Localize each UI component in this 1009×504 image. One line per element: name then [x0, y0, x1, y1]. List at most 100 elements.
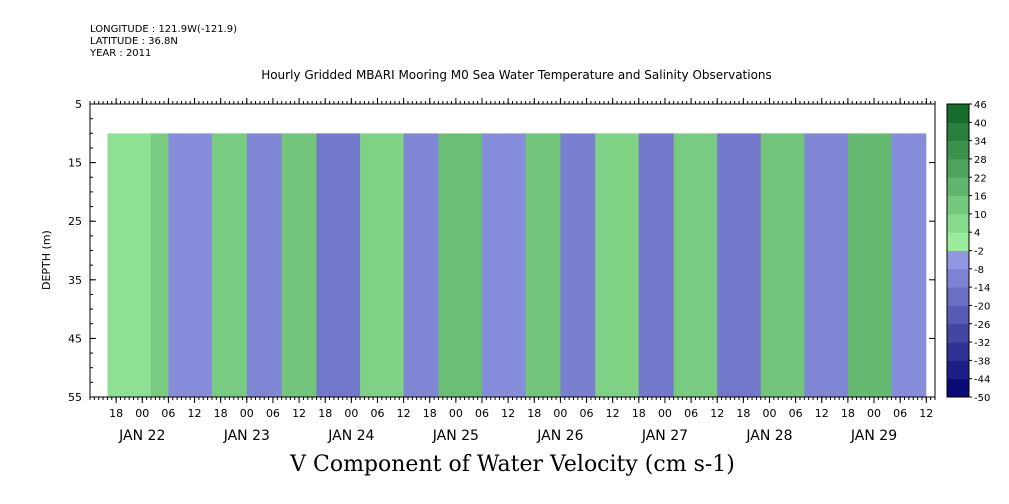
- x-tick-label: 06: [370, 407, 384, 420]
- x-tick-label: 06: [580, 407, 594, 420]
- metadata-block: LONGITUDE : 121.9W(-121.9) LATITUDE : 36…: [90, 24, 237, 60]
- heatmap-cell: [316, 133, 361, 398]
- heatmap-cell: [595, 133, 640, 398]
- colorbar-swatch: [947, 232, 969, 251]
- x-tick-label: 18: [423, 407, 437, 420]
- x-tick-label: 06: [684, 407, 698, 420]
- x-tick-label: 00: [344, 407, 358, 420]
- colorbar-swatch: [947, 342, 969, 361]
- colorbar-label: -26: [974, 320, 990, 331]
- heatmap-cell: [150, 133, 169, 398]
- x-tick-label: 12: [501, 407, 515, 420]
- colorbar-label: 4: [974, 228, 980, 239]
- colorbar-swatch: [947, 378, 969, 398]
- y-axis: 5 15 25 35 45 55: [68, 98, 935, 404]
- colorbar-swatch: [947, 323, 969, 343]
- y-tick-label: 35: [68, 274, 82, 287]
- colorbar-swatch: [947, 268, 969, 288]
- colorbar-swatch: [947, 122, 969, 142]
- x-tick-label: 06: [789, 407, 803, 420]
- x-tick-label: 00: [867, 407, 881, 420]
- heatmap-cell: [246, 133, 283, 398]
- heatmap-cell: [638, 133, 675, 398]
- x-tick-label: 06: [266, 407, 280, 420]
- colorbar-label: 22: [974, 173, 987, 184]
- x-tick-label: 12: [919, 407, 933, 420]
- x-tick-label: 00: [449, 407, 463, 420]
- x-day-label: JAN 27: [641, 428, 688, 444]
- heatmap-cell: [360, 133, 405, 398]
- heatmap-cell: [804, 133, 849, 398]
- x-tick-label: 12: [397, 407, 411, 420]
- x-tick-label: 00: [553, 407, 567, 420]
- y-tick-label: 15: [68, 157, 82, 170]
- x-tick-label: 18: [214, 407, 228, 420]
- x-tick-label: 12: [815, 407, 829, 420]
- colorbar-swatch: [947, 195, 969, 215]
- x-day-label: JAN 25: [432, 428, 479, 444]
- heatmap-cell: [438, 133, 483, 398]
- year-label: YEAR : 2011: [90, 48, 152, 59]
- y-tick-label: 5: [75, 98, 82, 111]
- heatmap-cell: [926, 133, 927, 398]
- y-axis-title: DEPTH (m): [40, 230, 53, 290]
- colorbar-label: 46: [974, 100, 987, 111]
- x-tick-label: 12: [710, 407, 724, 420]
- colorbar-swatch: [947, 213, 969, 233]
- colorbar-swatch: [947, 140, 969, 160]
- x-tick-label: 06: [893, 407, 907, 420]
- x-tick-label: 18: [527, 407, 541, 420]
- colorbar-label: 10: [974, 210, 987, 221]
- colorbar-label: -32: [974, 338, 990, 349]
- x-tick-label: 18: [736, 407, 750, 420]
- x-tick-label: 00: [240, 407, 254, 420]
- x-tick-label: 18: [318, 407, 332, 420]
- y-tick-label: 55: [68, 391, 82, 404]
- x-day-label: JAN 23: [223, 428, 270, 444]
- colorbar: -50 -44 -38 -32 -26 -20 -14 -8 -2 4 10 16 22 28 34 40 46: [946, 100, 990, 404]
- x-day-label: JAN 22: [118, 428, 165, 444]
- colorbar-label: -8: [974, 265, 984, 276]
- x-day-label: JAN 26: [536, 428, 583, 444]
- colorbar-label: -38: [974, 356, 990, 367]
- x-tick-label: 18: [841, 407, 855, 420]
- colorbar-swatch: [947, 305, 969, 325]
- heatmap-cell: [891, 133, 927, 398]
- y-tick-label: 45: [68, 332, 82, 345]
- x-tick-label: 00: [658, 407, 672, 420]
- heatmap-cell: [673, 133, 718, 398]
- heatmap-cell: [717, 133, 762, 398]
- x-day-label: JAN 29: [850, 428, 897, 444]
- heatmap-cells: [107, 133, 927, 398]
- heatmap-cell: [760, 133, 805, 398]
- x-tick-label: 06: [161, 407, 175, 420]
- heatmap-cell: [525, 133, 561, 398]
- colorbar-label: 16: [974, 192, 987, 203]
- heatmap-cell: [847, 133, 892, 398]
- colorbar-label: 28: [974, 155, 987, 166]
- x-tick-label: 06: [475, 407, 489, 420]
- colorbar-swatch: [947, 177, 969, 197]
- heatmap-cell: [281, 133, 317, 398]
- x-axis: 18 00 06 12 18 00 06 12 18 00 06 12 18 00 06 12 18 00 06 12…: [89, 98, 936, 444]
- colorbar-label: -20: [974, 301, 990, 312]
- colorbar-swatch: [947, 360, 969, 380]
- colorbar-swatch: [947, 250, 969, 270]
- x-day-label: JAN 28: [745, 428, 792, 444]
- heatmap-cell: [403, 133, 439, 398]
- colorbar-label: 40: [974, 118, 987, 129]
- x-tick-label: 18: [109, 407, 123, 420]
- colorbar-label: -14: [974, 283, 990, 294]
- variable-title: V Component of Water Velocity (cm s-1): [290, 452, 735, 477]
- x-tick-label: 12: [292, 407, 306, 420]
- colorbar-label: -44: [974, 375, 990, 386]
- chart-title: Hourly Gridded MBARI Mooring M0 Sea Wate…: [261, 68, 772, 82]
- colorbar-swatch: [947, 287, 969, 306]
- heatmap-cell: [211, 133, 248, 398]
- heatmap-cell: [107, 133, 152, 398]
- x-tick-label: 00: [135, 407, 149, 420]
- y-tick-label: 25: [68, 215, 82, 228]
- x-day-label: JAN 24: [327, 428, 374, 444]
- longitude-label: LONGITUDE : 121.9W(-121.9): [90, 24, 237, 35]
